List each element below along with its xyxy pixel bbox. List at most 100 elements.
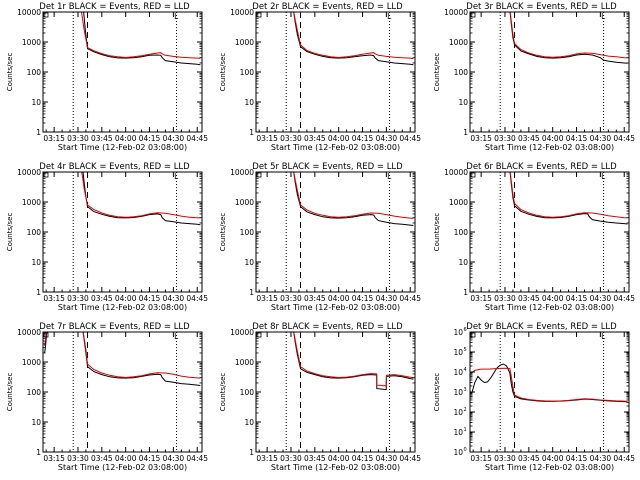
lld-series-line: [293, 12, 414, 60]
y-tick-label: 10000: [17, 168, 41, 177]
x-tick-label: 03:45: [518, 134, 540, 143]
plot-frame: [469, 11, 630, 133]
y-tick-label: 1: [249, 448, 254, 457]
lld-series-line: [509, 12, 628, 59]
y-tick-label: 1000: [235, 38, 254, 47]
lld-series-line: [81, 172, 201, 219]
panel-title: Det 6r BLACK = Events, RED = LLD: [466, 162, 617, 172]
y-tick-label: 10: [453, 428, 463, 437]
y-tick-label: 10000: [17, 8, 41, 17]
x-axis-label: Start Time (12-Feb-02 03:08:00): [58, 143, 187, 152]
y-tick-label: 1000: [22, 38, 41, 47]
x-tick-label: 03:45: [91, 454, 113, 463]
x-tick-label: 03:30: [494, 134, 516, 143]
panel-title: Det 1r BLACK = Events, RED = LLD: [39, 2, 190, 12]
x-axis-label: Start Time (12-Feb-02 03:08:00): [485, 303, 614, 312]
x-tick-label: 04:00: [115, 134, 137, 143]
x-tick-label: 04:45: [186, 454, 208, 463]
x-tick-label: 04:45: [399, 134, 421, 143]
events-series-line: [83, 12, 201, 66]
y-tick-label: 100: [27, 388, 42, 397]
x-tick-label: 04:15: [566, 454, 588, 463]
x-tick-label: 04:15: [139, 134, 161, 143]
x-tick-label: 04:45: [613, 294, 635, 303]
x-tick-label: 03:45: [518, 454, 540, 463]
x-tick-label: 04:00: [542, 294, 564, 303]
panel-title: Det 7r BLACK = Events, RED = LLD: [39, 322, 190, 332]
segment-marker-label: L: [601, 12, 606, 21]
x-tick-label: 04:00: [115, 294, 137, 303]
x-tick-label: 03:30: [67, 294, 89, 303]
y-tick-label: 10: [458, 98, 468, 107]
y-tick-label: 10: [458, 258, 468, 267]
plot-frame: [469, 331, 630, 453]
x-axis-label: Start Time (12-Feb-02 03:08:00): [58, 303, 187, 312]
x-tick-label: 04:15: [566, 294, 588, 303]
plot-frame: [42, 171, 203, 293]
x-tick-label: 03:15: [256, 454, 278, 463]
x-tick-label: 04:00: [328, 294, 350, 303]
y-tick-label: 1: [36, 128, 41, 137]
x-tick-label: 04:15: [352, 294, 374, 303]
y-tick-label: 10: [31, 258, 41, 267]
x-tick-label: 03:45: [518, 294, 540, 303]
y-tick-exponent: 1: [464, 427, 467, 433]
x-axis-label: Start Time (12-Feb-02 03:08:00): [485, 463, 614, 472]
x-tick-label: 04:15: [139, 294, 161, 303]
x-tick-label: 03:30: [494, 454, 516, 463]
y-tick-exponent: 6: [464, 327, 467, 333]
y-tick-exponent: 2: [464, 407, 467, 413]
y-tick-label: 100: [454, 228, 469, 237]
events-series-line: [293, 172, 414, 226]
events-series-line: [293, 12, 414, 66]
x-tick-label: 04:15: [352, 454, 374, 463]
x-tick-label: 03:30: [67, 134, 89, 143]
y-tick-label: 1: [249, 288, 254, 297]
x-tick-label: 03:45: [91, 134, 113, 143]
x-tick-label: 04:15: [352, 134, 374, 143]
y-tick-label: 100: [240, 228, 255, 237]
panel-title: Det 2r BLACK = Events, RED = LLD: [252, 2, 403, 12]
y-tick-label: 1000: [235, 358, 254, 367]
x-tick-label: 03:30: [67, 454, 89, 463]
y-tick-label: 10000: [444, 8, 468, 17]
y-tick-label: 10000: [17, 328, 41, 337]
segment-marker-label: L: [387, 332, 392, 341]
y-axis-label: Counts/sec: [6, 213, 14, 252]
x-tick-label: 03:45: [304, 454, 326, 463]
x-axis-label: Start Time (12-Feb-02 03:08:00): [271, 303, 400, 312]
lld-series-line: [509, 172, 628, 219]
x-tick-label: 04:45: [399, 294, 421, 303]
panel-title: Det 8r BLACK = Events, RED = LLD: [252, 322, 403, 332]
x-tick-label: 03:15: [43, 134, 65, 143]
y-axis-label: Counts/sec: [433, 53, 441, 92]
x-tick-label: 04:45: [186, 134, 208, 143]
x-tick-label: 04:45: [399, 454, 421, 463]
x-tick-label: 04:30: [163, 294, 185, 303]
segment-marker-label: L: [174, 332, 179, 341]
x-tick-label: 04:00: [115, 454, 137, 463]
x-tick-label: 03:45: [91, 294, 113, 303]
plot-frame: [255, 331, 416, 453]
y-tick-label: 10000: [230, 328, 254, 337]
y-tick-label: 10: [31, 418, 41, 427]
x-tick-label: 04:30: [590, 294, 612, 303]
panel-title: Det 5r BLACK = Events, RED = LLD: [252, 162, 403, 172]
lld-series-line: [471, 367, 628, 402]
lld-series-line: [293, 332, 414, 387]
x-tick-label: 03:15: [256, 134, 278, 143]
x-tick-label: 03:15: [470, 454, 492, 463]
y-axis-label: Counts/sec: [219, 213, 227, 252]
y-tick-label: 1000: [449, 38, 468, 47]
y-tick-label: 100: [454, 68, 469, 77]
x-tick-label: 03:15: [256, 294, 278, 303]
x-tick-label: 03:15: [470, 134, 492, 143]
y-tick-label: 10000: [444, 168, 468, 177]
y-tick-label: 10000: [230, 168, 254, 177]
segment-marker-label: L: [174, 12, 179, 21]
y-tick-label: 10: [453, 348, 463, 357]
y-tick-label: 1: [36, 448, 41, 457]
